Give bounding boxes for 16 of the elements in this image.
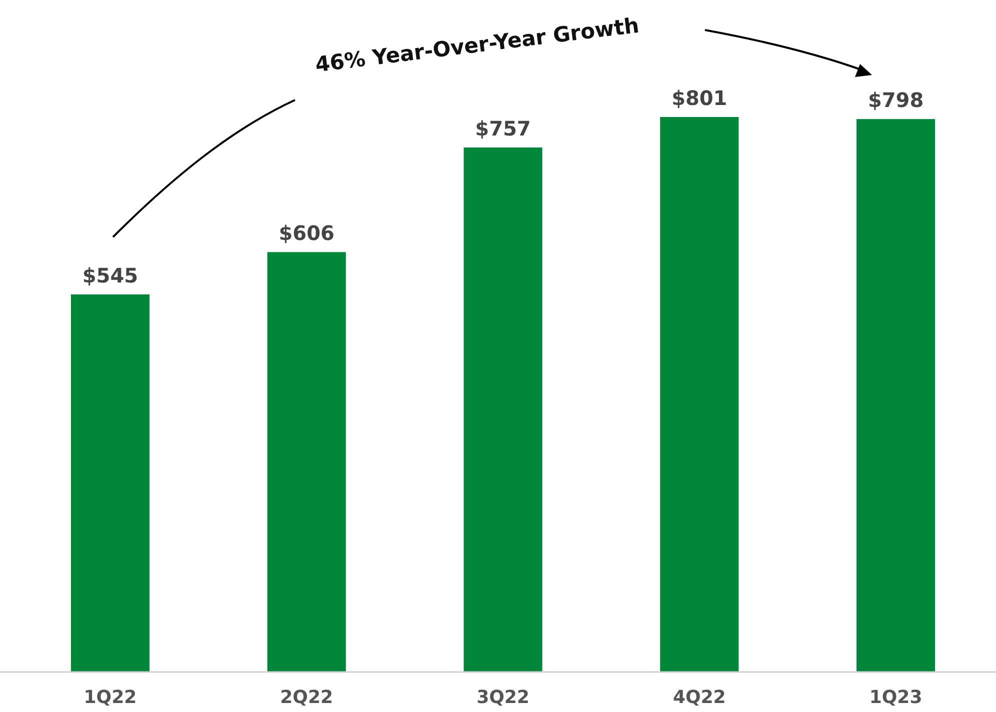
x-tick-label: 4Q22 bbox=[672, 687, 726, 708]
x-tick-label: 3Q22 bbox=[476, 687, 530, 708]
data-label: $757 bbox=[475, 116, 531, 140]
x-tick-label: 1Q23 bbox=[869, 687, 922, 708]
data-label: $798 bbox=[868, 88, 924, 112]
bar bbox=[856, 119, 936, 672]
data-label: $606 bbox=[278, 221, 334, 246]
x-tick-label: 2Q22 bbox=[280, 687, 334, 708]
bar bbox=[660, 117, 739, 672]
bar bbox=[70, 294, 150, 672]
text: 46% Year-Over-Year Growth bbox=[314, 13, 640, 77]
data-label: $801 bbox=[672, 86, 728, 110]
bar bbox=[267, 252, 346, 672]
x-tick-label: 1Q22 bbox=[84, 687, 137, 708]
bar bbox=[464, 147, 542, 672]
data-label: $545 bbox=[82, 263, 138, 288]
